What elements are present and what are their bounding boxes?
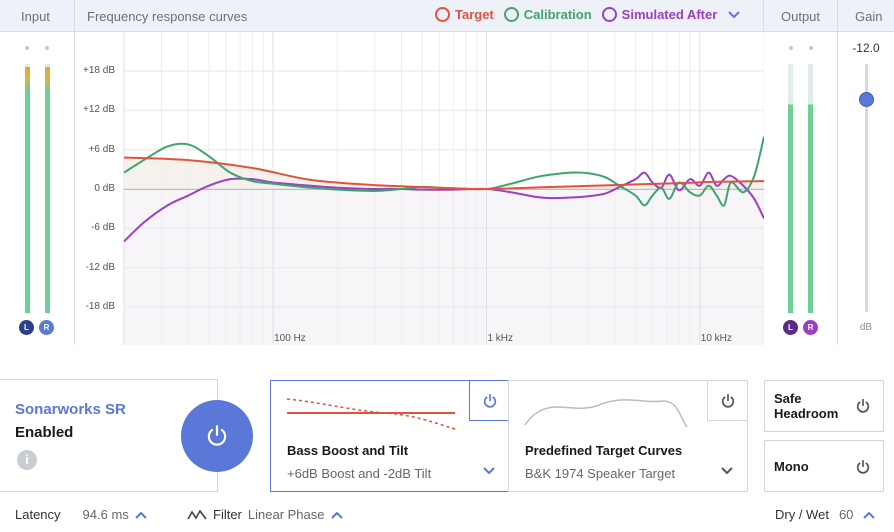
gain-slider-track[interactable] <box>865 64 868 312</box>
target-curves-value: B&K 1974 Speaker Target <box>525 466 676 481</box>
gain-control: -12.0 dB <box>838 32 894 345</box>
power-icon <box>721 393 734 408</box>
latency-label: Latency <box>15 507 61 522</box>
input-right-level <box>45 66 50 313</box>
legend-label-calibration: Calibration <box>523 7 592 22</box>
legend-item-calibration[interactable]: Calibration <box>503 7 592 22</box>
x-tick-label: 10 kHz <box>700 333 732 344</box>
output-label: Output <box>781 9 821 24</box>
safe-headroom-button[interactable]: Safe Headroom <box>764 380 884 432</box>
target-ring-icon <box>435 7 450 22</box>
target-curves-chevron-down-icon[interactable] <box>721 467 733 475</box>
output-left-level <box>788 101 793 313</box>
calibration-ring-icon <box>503 7 519 22</box>
input-header: Input <box>0 0 75 32</box>
output-left-peak-dot <box>789 46 793 50</box>
target-curves-panel[interactable]: Predefined Target Curves B&K 1974 Speake… <box>508 380 748 492</box>
output-right-badge[interactable]: R <box>803 320 818 335</box>
filter-chevron-up-icon[interactable] <box>330 511 343 519</box>
y-tick-label: +12 dB <box>83 104 115 116</box>
latency-value: 94.6 ms <box>82 507 129 522</box>
output-right-peak-dot <box>809 46 813 50</box>
dry-wet-control[interactable]: Dry / Wet 60 <box>775 507 876 522</box>
gain-slider-knob[interactable] <box>859 91 874 107</box>
target-curves-power-button[interactable] <box>707 380 748 421</box>
legend-chevron-down-icon[interactable] <box>727 10 741 20</box>
y-tick-label: -12 dB <box>85 261 115 273</box>
output-meter: L R <box>764 32 838 345</box>
y-tick-label: +18 dB <box>83 65 115 77</box>
dry-wet-label: Dry / Wet <box>775 507 829 522</box>
bass-boost-value: +6dB Boost and -2dB Tilt <box>287 466 432 481</box>
series-line-simulated-after <box>123 171 764 243</box>
power-icon <box>856 459 870 474</box>
latency-chevron-up-icon[interactable] <box>135 511 147 519</box>
gain-unit: dB <box>859 322 873 333</box>
input-meter: L R <box>0 32 75 345</box>
graph-header: Frequency response curves Target Calibra… <box>75 0 764 32</box>
power-icon <box>207 425 227 446</box>
power-icon <box>483 393 496 408</box>
dry-wet-value: 60 <box>838 507 854 522</box>
filter-value: Linear Phase <box>247 507 325 522</box>
output-right-level <box>808 101 813 313</box>
latency-control[interactable]: Latency 94.6 ms <box>15 507 147 522</box>
main-power-button[interactable] <box>181 400 253 472</box>
filter-wave-icon <box>187 509 207 520</box>
enabled-status: Enabled <box>15 424 74 441</box>
gain-header: Gain <box>838 0 894 32</box>
mono-label: Mono <box>774 459 809 474</box>
gain-label: Gain <box>855 9 883 24</box>
y-tick-label: 0 dB <box>94 183 115 194</box>
simulated-after-ring-icon <box>601 7 617 22</box>
output-right-bar <box>808 64 813 313</box>
input-left-badge[interactable]: L <box>19 320 34 335</box>
gain-value[interactable]: -12.0 <box>852 41 880 55</box>
x-tick-label: 1 kHz <box>487 333 513 344</box>
legend-label-simulated-after: Simulated After <box>621 7 718 22</box>
output-left-bar <box>788 64 793 313</box>
mono-button[interactable]: Mono <box>764 440 884 492</box>
frequency-response-chart <box>123 32 764 345</box>
input-label: Input <box>21 9 50 24</box>
input-left-bar <box>25 64 30 313</box>
target-area <box>124 157 764 189</box>
target-curve-preview <box>524 399 688 428</box>
info-icon[interactable]: i <box>17 450 37 470</box>
series-line-target <box>123 156 764 191</box>
input-right-peak-dot <box>45 46 49 50</box>
input-right-bar <box>45 64 50 313</box>
series-line-calibration <box>123 136 764 207</box>
dry-wet-chevron-up-icon[interactable] <box>863 511 876 519</box>
filter-control[interactable]: Filter Linear Phase <box>187 507 343 522</box>
y-tick-label: -6 dB <box>91 222 115 234</box>
bass-boost-chevron-down-icon[interactable] <box>483 467 495 475</box>
product-name: Sonarworks SR <box>15 401 126 418</box>
frequency-response-graph[interactable]: +18 dB +12 dB +6 dB 0 dB -6 dB -12 dB -18 dB 1… <box>75 32 764 345</box>
enable-panel: Sonarworks SR Enabled i <box>0 379 218 492</box>
legend-item-target[interactable]: Target <box>435 7 494 22</box>
input-right-badge[interactable]: R <box>39 320 54 335</box>
bass-boost-panel[interactable]: Bass Boost and Tilt +6dB Boost and -2dB … <box>270 380 510 492</box>
legend-label-target: Target <box>455 7 494 22</box>
power-icon <box>856 398 870 413</box>
graph-title: Frequency response curves <box>87 9 248 24</box>
bass-boost-title: Bass Boost and Tilt <box>287 443 409 458</box>
legend-item-simulated-after[interactable]: Simulated After <box>601 7 718 22</box>
target-curves-title: Predefined Target Curves <box>525 443 683 458</box>
x-tick-label: 100 Hz <box>274 333 306 344</box>
legend: Target Calibration Simulated After <box>435 7 741 22</box>
filter-label: Filter <box>213 507 242 522</box>
y-tick-label: -18 dB <box>85 300 115 312</box>
input-left-level <box>25 66 30 313</box>
safe-headroom-label-line2: Headroom <box>774 406 839 421</box>
output-left-badge[interactable]: L <box>783 320 798 335</box>
negative-region <box>124 189 764 345</box>
bass-boost-power-button[interactable] <box>469 380 510 421</box>
y-tick-label: +6 dB <box>88 143 115 155</box>
input-left-peak-dot <box>25 46 29 50</box>
output-header: Output <box>764 0 838 32</box>
safe-headroom-label-line1: Safe <box>774 391 802 406</box>
bass-boost-curve-preview <box>286 398 456 430</box>
